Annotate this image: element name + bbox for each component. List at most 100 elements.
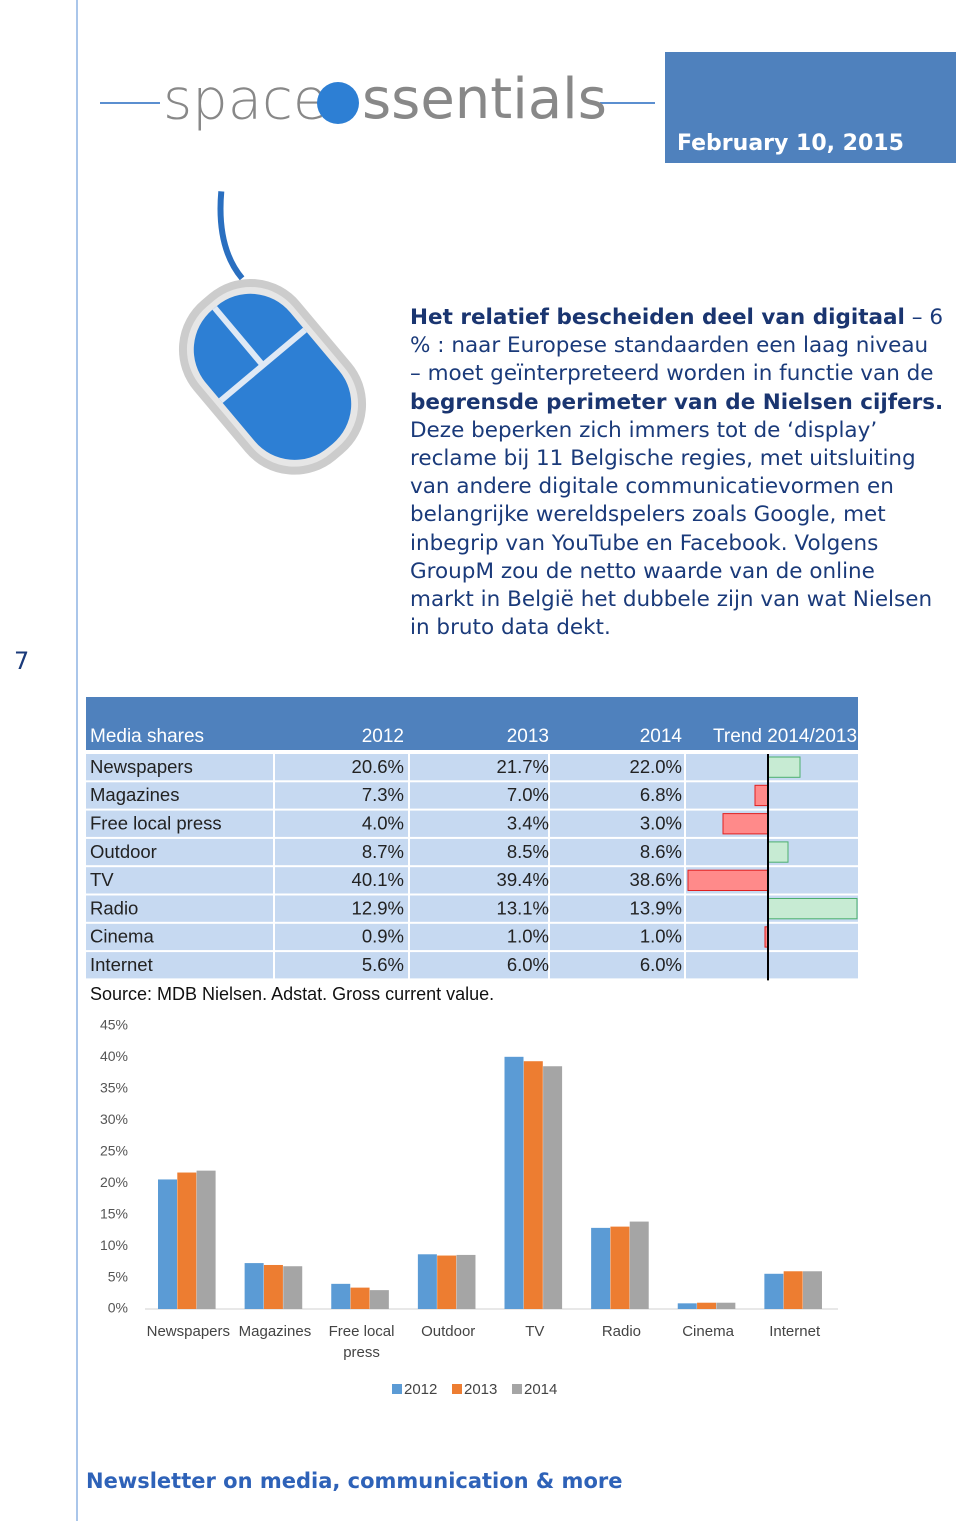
date: February 10, 2015: [677, 131, 904, 156]
page-number: 7: [14, 647, 29, 675]
table-header: 2013: [507, 726, 549, 747]
table-cell: 7.3%: [362, 784, 404, 805]
table-cell-bg: [275, 810, 408, 837]
table-cell-bg: [275, 952, 408, 979]
table-cell: 1.0%: [640, 926, 682, 947]
table-cell: 21.7%: [497, 756, 549, 777]
legend-swatch: [452, 1384, 462, 1394]
table-cell: Free local press: [90, 812, 222, 833]
x-tick-label: Outdoor: [421, 1323, 476, 1340]
x-tick-label: Newspapers: [146, 1323, 230, 1340]
x-tick-label: Magazines: [238, 1323, 312, 1340]
table-cell-bg: [410, 867, 548, 894]
bar: [783, 1271, 803, 1309]
table-cell: 1.0%: [507, 926, 549, 947]
bar: [244, 1263, 264, 1309]
table-cell: 6.0%: [507, 954, 549, 975]
date-box: [665, 52, 956, 163]
table-cell-bg: [686, 923, 858, 951]
table-cell-bg: [86, 782, 273, 809]
table-cell: 0.9%: [362, 926, 404, 947]
table-cell-bg: [86, 895, 273, 922]
bar: [350, 1287, 370, 1309]
table-cell: Internet: [90, 954, 153, 975]
legend-label: 2013: [464, 1381, 497, 1398]
table-cell-bg: [275, 895, 408, 922]
y-tick-label: 10%: [100, 1237, 128, 1253]
table-cell-bg: [550, 952, 684, 979]
table-cell: 7.0%: [507, 784, 549, 805]
source: Source: MDB Nielsen. Adstat. Gross curre…: [90, 984, 494, 1004]
bar: [158, 1179, 177, 1309]
table-cell: 20.6%: [352, 756, 404, 777]
x-tick-label: Free local press: [328, 1323, 395, 1361]
text-run: Deze beperken zich immers tot de ‘displa…: [410, 417, 933, 641]
trend-bar: [767, 756, 801, 778]
y-tick-label: 45%: [100, 1017, 128, 1033]
table-cell: 12.9%: [352, 897, 404, 918]
table-cell-bg: [86, 952, 273, 979]
table-cell-bg: [550, 923, 684, 951]
table-cell-bg: [410, 923, 548, 951]
table-cell: 6.8%: [640, 784, 682, 805]
mouse-split: [212, 305, 266, 368]
table-cell: 13.9%: [630, 897, 682, 918]
table-cell-bg: [686, 810, 858, 837]
y-tick-label: 5%: [108, 1268, 128, 1284]
table-cell-bg: [86, 754, 273, 781]
table-cell-bg: [686, 782, 858, 809]
bar: [504, 1056, 524, 1309]
table-cell: 40.1%: [352, 869, 404, 890]
bar: [677, 1303, 697, 1309]
table-cell: 8.7%: [362, 841, 404, 862]
table-header: 2014: [640, 726, 683, 747]
table-cell-bg: [86, 867, 273, 894]
bar: [263, 1264, 283, 1309]
table-cell-bg: [550, 838, 684, 866]
bar: [177, 1172, 197, 1309]
table-cell: 38.6%: [630, 869, 682, 890]
mouse-icon: [178, 191, 367, 475]
table-cell-bg: [686, 952, 858, 979]
legend-label: 2014: [524, 1381, 557, 1398]
y-tick-label: 40%: [100, 1048, 128, 1064]
table-cell-bg: [86, 838, 273, 866]
bar: [417, 1254, 437, 1309]
table-cell: 22.0%: [630, 756, 682, 777]
bar: [456, 1254, 476, 1309]
table-cell: 3.0%: [640, 812, 682, 833]
bar: [331, 1283, 351, 1309]
footer: Newsletter on media, communication & mor…: [86, 1469, 622, 1493]
table-cell: 8.6%: [640, 841, 682, 862]
table-cell-bg: [275, 782, 408, 809]
bar: [283, 1266, 303, 1309]
table-cell: TV: [90, 869, 114, 890]
table-cell: Cinema: [90, 926, 154, 947]
trend-bar: [722, 813, 769, 835]
table-cell-bg: [275, 923, 408, 951]
text-run: begrensde perimeter van de Nielsen cijfe…: [410, 389, 944, 415]
trend-bar: [767, 841, 789, 863]
table-header-bg: [86, 697, 858, 750]
table-cell-bg: [550, 867, 684, 894]
mouse-split: [218, 327, 307, 403]
table-cell: 4.0%: [362, 812, 404, 833]
table-cell-bg: [86, 810, 273, 837]
bar: [523, 1061, 543, 1309]
table-cell: Magazines: [90, 784, 179, 805]
bar: [697, 1302, 717, 1309]
table-cell: 3.4%: [507, 812, 549, 833]
bar: [543, 1066, 563, 1309]
trend-bar: [767, 898, 858, 920]
y-tick-label: 20%: [100, 1174, 128, 1190]
table-cell-bg: [550, 754, 684, 781]
bar: [369, 1290, 389, 1309]
mouse-cable: [217, 191, 245, 281]
x-tick-label: TV: [525, 1323, 545, 1340]
y-tick-label: 35%: [100, 1080, 128, 1096]
table-cell: 13.1%: [497, 897, 549, 918]
table-cell-bg: [550, 782, 684, 809]
table-cell: 39.4%: [497, 869, 549, 890]
legend-label: 2012: [404, 1381, 437, 1398]
